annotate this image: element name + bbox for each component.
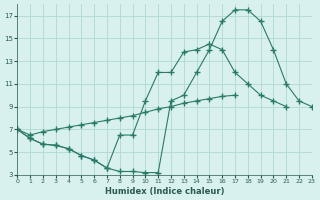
X-axis label: Humidex (Indice chaleur): Humidex (Indice chaleur) <box>105 187 224 196</box>
